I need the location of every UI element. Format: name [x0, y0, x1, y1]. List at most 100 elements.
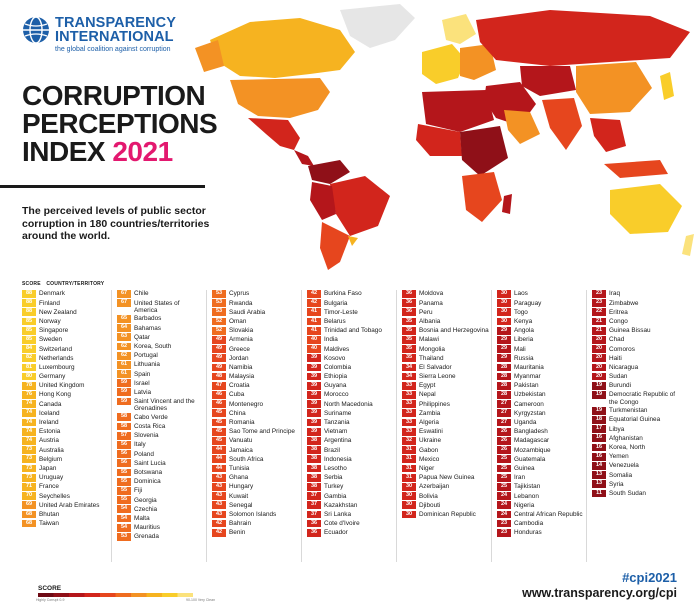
- country-name: Pakistan: [514, 382, 539, 390]
- score-badge: 80: [22, 372, 36, 381]
- table-row: 47 Croatia: [212, 381, 302, 390]
- globe-logo-icon: [23, 16, 49, 44]
- table-row: 21 Guinea Bissau: [592, 326, 682, 335]
- score-badge: 38: [307, 455, 321, 464]
- table-row: 59 Israel: [117, 379, 207, 388]
- score-badge: 29: [497, 335, 511, 344]
- score-badge: 39: [307, 354, 321, 363]
- country-name: Eswatini: [419, 428, 443, 436]
- country-name: Paraguay: [514, 299, 542, 307]
- map-region-venezuela-colombia: [308, 160, 350, 184]
- score-badge: 61: [117, 360, 131, 369]
- table-row: 31 Papua New Guinea: [402, 473, 492, 482]
- country-name: Guinea: [514, 464, 535, 472]
- country-name: Yemen: [609, 453, 629, 461]
- country-name: Mali: [514, 345, 526, 353]
- score-badge: 74: [22, 409, 36, 418]
- country-name: Nicaragua: [609, 363, 639, 371]
- country-name: Guatemala: [514, 455, 546, 463]
- country-name: Iran: [514, 474, 526, 482]
- country-name: Vietnam: [324, 428, 348, 436]
- table-row: 25 Tajikistan: [497, 482, 587, 491]
- score-badge: 33: [402, 409, 416, 418]
- score-badge: 40: [307, 345, 321, 353]
- score-badge: 59: [117, 379, 131, 388]
- score-badge: 88: [22, 299, 36, 307]
- score-badge: 18: [592, 416, 606, 424]
- score-badge: 38: [307, 482, 321, 491]
- ranking-column-4: 42 Burkina Faso 42 Bulgaria 41 Timor-Leste 41 B…: [307, 290, 397, 562]
- map-region-eastern-europe: [460, 44, 496, 80]
- country-name: Libya: [609, 425, 625, 433]
- website-url[interactable]: www.transparency.org/cpi: [522, 586, 677, 600]
- score-badge: 30: [497, 299, 511, 307]
- table-row: 39 Guyana: [307, 381, 397, 390]
- table-row: 13 Somalia: [592, 471, 682, 479]
- table-row: 64 Bahamas: [117, 324, 207, 332]
- score-badge: 85: [22, 326, 36, 335]
- table-row: 20 Sudan: [592, 372, 682, 381]
- score-badge: 37: [307, 492, 321, 500]
- table-row: 38 Serbia: [307, 473, 397, 482]
- score-badge: 37: [307, 510, 321, 519]
- score-badge: 45: [212, 418, 226, 427]
- table-row: 44 South Africa: [212, 455, 302, 464]
- map-region-central-africa: [460, 126, 508, 176]
- score-badge: 16: [592, 452, 606, 461]
- map-region-china: [576, 62, 652, 114]
- score-badge: 74: [22, 427, 36, 436]
- score-badge: 63: [117, 333, 131, 342]
- table-row: 49 Jordan: [212, 354, 302, 363]
- country-name: Nigeria: [514, 501, 535, 509]
- table-row: 40 Maldives: [307, 345, 397, 353]
- country-name: Mongolia: [419, 345, 445, 353]
- country-name: Albania: [419, 317, 441, 325]
- table-row: 17 Libya: [592, 425, 682, 434]
- score-badge: 27: [497, 409, 511, 418]
- table-row: 35 Thailand: [402, 354, 492, 363]
- ranking-column-1: 88 Denmark 88 Finland 88 New Zealand 85 Norway 8…: [22, 290, 112, 562]
- legend-swatch: [162, 593, 178, 597]
- table-row: 69 United Arab Emirates: [22, 501, 112, 510]
- country-name: Korea, South: [134, 342, 172, 350]
- country-name: Luxembourg: [39, 363, 75, 371]
- table-row: 23 Cambodia: [497, 519, 587, 528]
- country-name: Somalia: [609, 471, 633, 479]
- table-row: 48 Malaysia: [212, 372, 302, 381]
- legend-swatch: [146, 593, 162, 597]
- score-badge: 20: [592, 345, 606, 353]
- table-row: 46 Montenegro: [212, 400, 302, 409]
- score-badge: 43: [212, 492, 226, 500]
- table-row: 20 Nicaragua: [592, 363, 682, 372]
- map-region-central-america: [294, 150, 314, 166]
- score-badge: 45: [212, 437, 226, 445]
- table-row: 33 Algeria: [402, 418, 492, 427]
- score-badge: 64: [117, 324, 131, 332]
- country-name: Brazil: [324, 446, 340, 454]
- score-badge: 39: [307, 391, 321, 399]
- table-row: 59 Saint Vincent and the Grenadines: [117, 397, 207, 413]
- country-name: Kazakhstan: [324, 501, 358, 509]
- table-row: 39 Kosovo: [307, 354, 397, 363]
- score-badge: 55: [117, 486, 131, 495]
- country-name: Moldova: [419, 290, 444, 298]
- score-badge: 76: [22, 391, 36, 399]
- score-badge: 36: [307, 519, 321, 528]
- table-row: 36 Moldova: [402, 290, 492, 298]
- score-badge: 44: [212, 464, 226, 473]
- country-name: Kyrgyzstan: [514, 409, 546, 417]
- legend-title: SCORE: [38, 585, 62, 592]
- table-row: 25 Guinea: [497, 464, 587, 473]
- table-row: 37 Sri Lanka: [307, 510, 397, 519]
- table-row: 36 Peru: [402, 308, 492, 317]
- score-badge: 25: [497, 455, 511, 464]
- map-region-west-africa: [416, 124, 462, 156]
- table-row: 67 Chile: [117, 290, 207, 298]
- country-name: Sri Lanka: [324, 510, 351, 518]
- table-row: 22 Eritrea: [592, 308, 682, 317]
- score-badge: 55: [117, 496, 131, 504]
- table-row: 68 Taiwan: [22, 519, 112, 528]
- org-tagline: the global coalition against corruption: [55, 46, 171, 53]
- country-name: Poland: [134, 450, 154, 458]
- table-row: 18 Equatorial Guinea: [592, 416, 682, 424]
